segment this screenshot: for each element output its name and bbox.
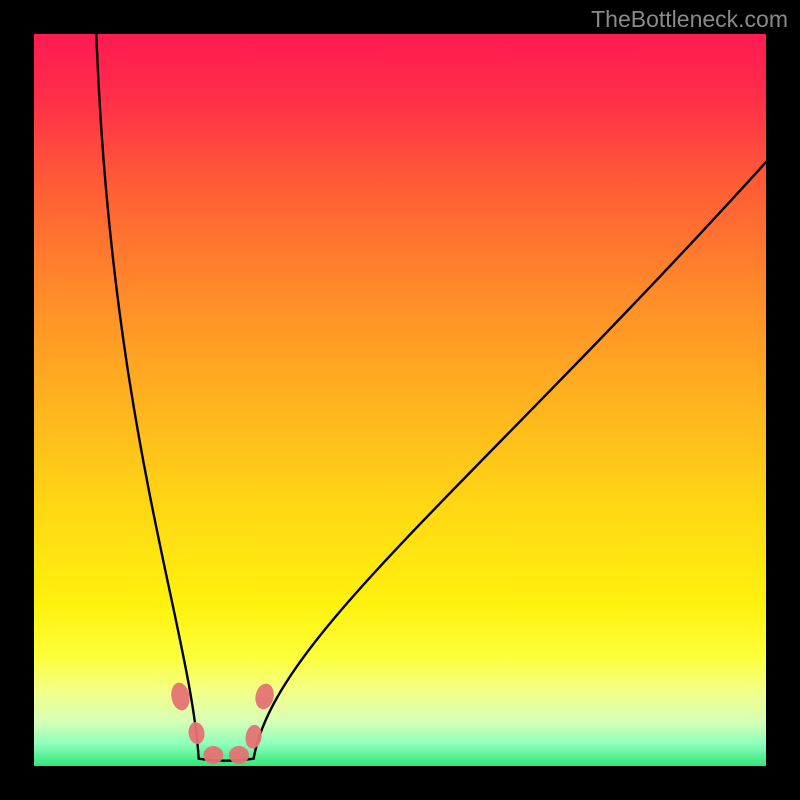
valley-marker-3 (229, 746, 249, 764)
gradient-background (34, 34, 766, 766)
plot-area (34, 34, 766, 766)
watermark-text: TheBottleneck.com (591, 6, 788, 33)
valley-marker-2 (203, 746, 223, 764)
